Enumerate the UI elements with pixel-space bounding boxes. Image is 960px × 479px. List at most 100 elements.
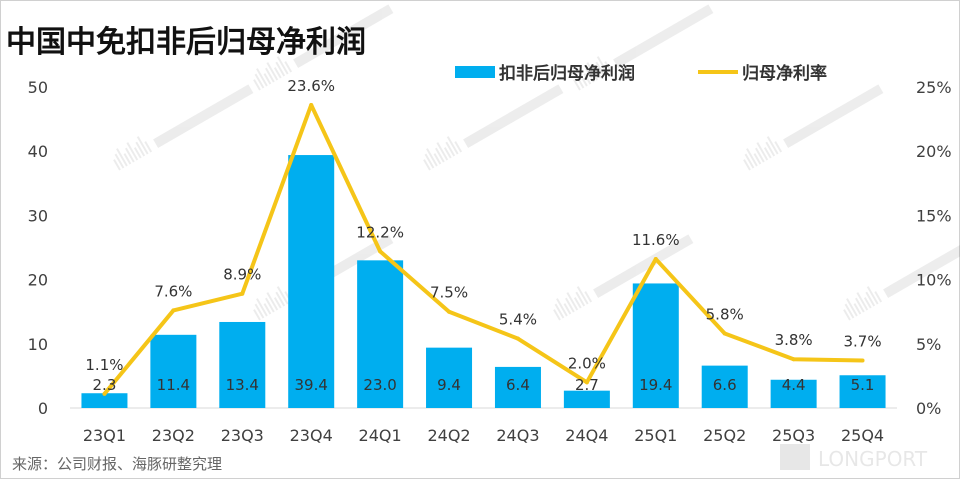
watermark-stripe — [746, 148, 758, 167]
line-data-label: 8.9% — [223, 266, 261, 284]
watermark-mark — [423, 84, 564, 171]
x-tick-label: 24Q1 — [359, 426, 402, 445]
watermark-stripe — [593, 67, 602, 79]
x-tick-label: 25Q1 — [634, 426, 677, 445]
bar-data-label: 2.3 — [93, 376, 117, 394]
watermark-stripe — [774, 141, 783, 153]
watermark-stripe — [266, 62, 279, 81]
watermark-stripe — [113, 159, 121, 171]
watermark-stripe — [563, 303, 572, 315]
chart-title: 中国中免扣非后归母净利润 — [6, 25, 366, 60]
watermark-stripe — [426, 148, 438, 167]
line-data-label: 1.1% — [85, 356, 123, 374]
watermark-stripe — [564, 297, 575, 313]
line-point — [860, 358, 865, 363]
bar — [839, 375, 886, 408]
line-point — [515, 336, 520, 341]
watermark-stripe — [583, 73, 592, 85]
watermark-stripe — [266, 292, 279, 311]
line-point — [722, 331, 727, 336]
watermark-stripe — [844, 303, 855, 319]
watermark-mark — [743, 84, 884, 171]
watermark-mark — [253, 4, 394, 91]
watermark-bar — [463, 84, 564, 148]
watermark-mark — [553, 234, 694, 321]
watermark-stripe — [866, 286, 879, 305]
legend-line-label: 归母净利率 — [742, 63, 827, 84]
watermark-stripe — [744, 153, 755, 169]
bar-data-label: 9.4 — [437, 376, 461, 394]
watermark-stripe — [574, 73, 585, 89]
watermark-bar — [153, 84, 254, 148]
y-left-tick-label: 30 — [28, 206, 48, 225]
watermark-stripe — [874, 291, 883, 303]
x-tick-label: 23Q2 — [152, 426, 195, 445]
watermark-stripe — [275, 61, 286, 77]
line-data-label: 3.7% — [843, 332, 881, 350]
x-tick-label: 25Q3 — [772, 426, 815, 445]
watermark-stripe — [575, 291, 586, 307]
watermark-bar — [883, 234, 960, 298]
line-point — [102, 391, 107, 396]
watermark-stripe — [586, 62, 599, 81]
watermark-stripe — [573, 79, 581, 91]
bar — [150, 334, 197, 408]
watermark-stripe — [144, 141, 153, 153]
x-tick-label: 24Q2 — [427, 426, 470, 445]
bar-data-label: 39.4 — [295, 376, 328, 394]
watermark-stripe — [135, 141, 146, 157]
line-data-label: 5.8% — [706, 306, 744, 324]
watermark-stripe — [754, 147, 765, 163]
watermark-stripe — [556, 298, 568, 317]
watermark-stripe — [863, 297, 872, 309]
line-data-label: 2.0% — [568, 354, 606, 372]
watermark-stripe — [253, 309, 261, 321]
longport-logo: LONGPORT — [780, 444, 928, 471]
watermark-stripe — [865, 291, 876, 307]
line-point — [378, 249, 383, 254]
watermark-stripe — [124, 147, 135, 163]
watermark-mark — [113, 84, 254, 171]
bar-data-label: 19.4 — [639, 376, 672, 394]
bar — [632, 283, 679, 408]
legend-bar-swatch — [455, 66, 495, 78]
x-tick-label: 23Q3 — [221, 426, 264, 445]
watermark-stripe — [253, 79, 261, 91]
bar-data-label: 5.1 — [851, 376, 875, 394]
source-note: 来源：公司财报、海豚研整究理 — [12, 455, 222, 473]
watermark-stripe — [436, 142, 449, 161]
watermark-stripe — [273, 297, 282, 309]
bar-data-label: 11.4 — [157, 376, 190, 394]
bar — [770, 379, 817, 408]
watermark-stripe — [264, 297, 275, 313]
watermark-stripe — [275, 291, 286, 307]
watermark-stripe — [136, 136, 149, 155]
line-point — [309, 102, 314, 107]
watermark-stripe — [276, 286, 289, 305]
watermark-stripe — [743, 159, 751, 171]
watermark-stripe — [584, 67, 595, 83]
bar-data-label: 6.6 — [713, 376, 737, 394]
bar — [81, 393, 128, 408]
y-right-tick-label: 0% — [916, 399, 941, 418]
watermark-stripe — [446, 136, 459, 155]
watermark-stripe — [846, 298, 858, 317]
x-tick-label: 23Q4 — [290, 426, 333, 445]
watermark-stripe — [123, 153, 132, 165]
y-right-tick-label: 25% — [916, 78, 952, 97]
watermark-stripe — [595, 61, 606, 77]
x-tick-label: 23Q1 — [83, 426, 126, 445]
line-data-label: 12.2% — [356, 223, 404, 241]
watermark-stripe — [566, 292, 579, 311]
watermark-stripe — [445, 141, 456, 157]
x-tick-label: 24Q4 — [565, 426, 608, 445]
bar-data-label: 6.4 — [506, 376, 530, 394]
line-point — [171, 308, 176, 313]
watermark-stripe — [434, 147, 445, 163]
watermark-stripe — [254, 73, 265, 89]
bar-data-label: 13.4 — [226, 376, 259, 394]
watermark-stripe — [284, 61, 293, 73]
watermark-stripe — [763, 147, 772, 159]
line-data-label: 11.6% — [632, 231, 680, 249]
watermark-stripe — [856, 292, 869, 311]
